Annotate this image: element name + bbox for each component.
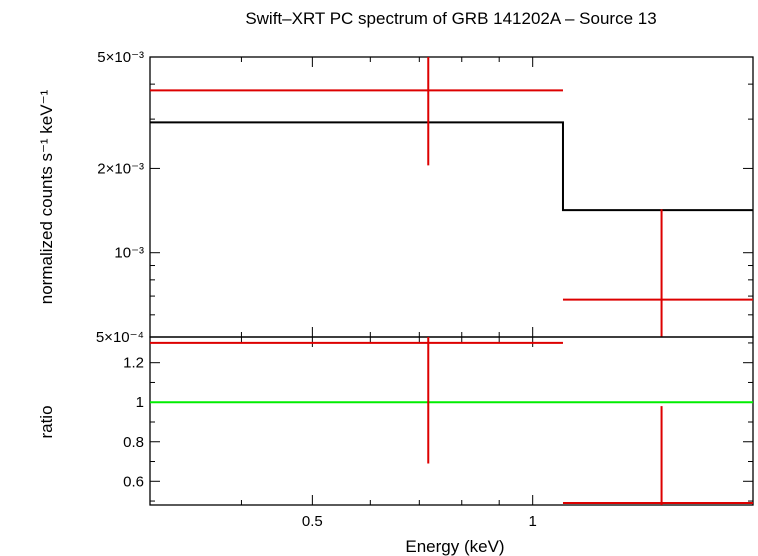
top-y-axis-label: normalized counts s⁻¹ keV⁻¹ <box>37 89 56 304</box>
top-y-tick-label: 5×10⁻⁴ <box>96 329 144 346</box>
chart-title: Swift–XRT PC spectrum of GRB 141202A – S… <box>245 9 656 28</box>
model-step-line <box>150 121 753 212</box>
top-y-tick-label: 10⁻³ <box>114 245 144 262</box>
bottom-y-tick-label: 0.8 <box>123 434 144 451</box>
bottom-y-tick-label: 1 <box>136 394 144 411</box>
ratio-panel: 1.2 1 0.8 0.6 0.5 1 <box>123 336 754 530</box>
bottom-y-tick-label: 0.6 <box>123 473 144 490</box>
bottom-y-axis-label: ratio <box>37 405 56 438</box>
spectrum-panel: 5×10⁻³ 2×10⁻³ 10⁻³ 5×10⁻⁴ <box>96 49 754 346</box>
x-tick-label: 1 <box>529 513 537 530</box>
bottom-y-tick-label: 1.2 <box>123 355 144 372</box>
bottom-plot-frame <box>149 336 754 506</box>
top-y-tick-label: 5×10⁻³ <box>97 49 144 66</box>
top-y-tick-label: 2×10⁻³ <box>97 160 144 177</box>
x-tick-label: 0.5 <box>302 513 323 530</box>
x-axis-label: Energy (keV) <box>405 537 504 556</box>
